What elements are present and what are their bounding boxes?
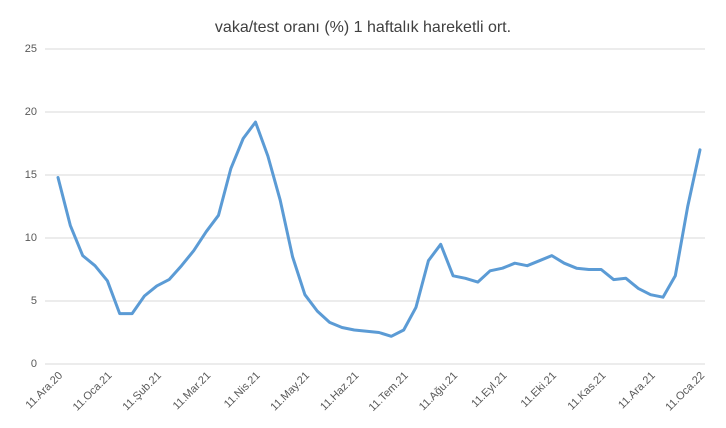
x-tick-label: 11.Haz.21 [318,370,361,413]
x-tick-label: 11.Mar.21 [171,370,214,413]
x-tick-label: 11.Şub.21 [121,370,164,413]
x-tick-label: 11.Oca.21 [71,370,115,414]
y-tick-label: 15 [25,169,37,181]
y-tick-label: 5 [31,295,37,307]
x-tick-label: 11.Eki.21 [519,370,559,410]
x-tick-label: 11.Tem.21 [367,370,411,414]
x-tick-label: 11.Eyl.21 [469,370,509,410]
x-tick-label: 11.Kas.21 [565,370,608,413]
x-tick-label: 11.Oca.22 [663,370,707,414]
x-tick-label: 11.Ara.20 [24,370,66,412]
y-tick-label: 10 [25,232,37,244]
chart-title: vaka/test oranı (%) 1 haftalık hareketli… [215,19,511,36]
data-line [56,120,702,338]
y-tick-label: 0 [31,358,37,370]
x-tick-label: 11.Nis.21 [222,370,263,411]
x-tick-label: 11.Ağu.21 [417,370,460,413]
y-tick-label: 25 [25,43,37,55]
x-tick-label: 11.Ara.21 [616,370,658,412]
y-tick-label: 20 [25,106,37,118]
x-tick-label: 11.May.21 [268,370,312,414]
